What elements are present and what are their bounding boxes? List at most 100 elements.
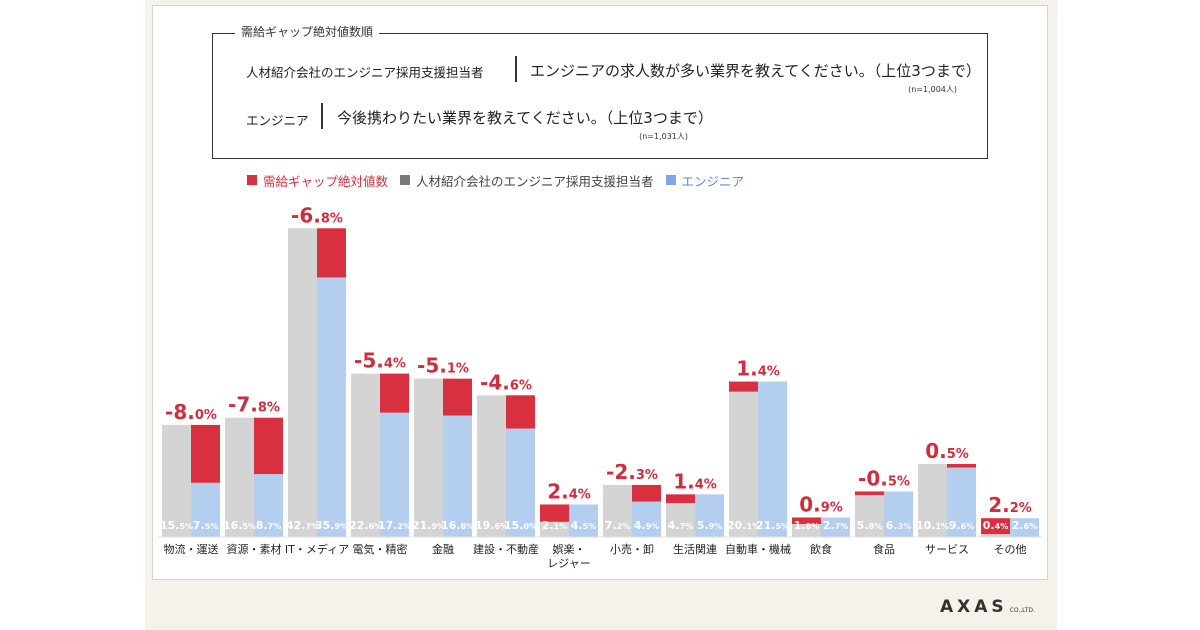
value-label-engineer: 5.9% bbox=[697, 519, 722, 532]
category-label: 金融 bbox=[432, 542, 454, 556]
value-label-recruiter: 21.9% bbox=[412, 519, 445, 532]
q1-question-text: エンジニアの求人数が多い業界を教えてください。（上位3つまで） bbox=[530, 62, 981, 80]
gap-label: 1.4% bbox=[673, 469, 717, 493]
bar-recruiter bbox=[351, 373, 380, 537]
bar-engineer bbox=[191, 482, 220, 537]
category-label: 飲食 bbox=[810, 542, 832, 556]
question-box bbox=[212, 33, 988, 159]
category-label: IT・メディア bbox=[285, 542, 349, 556]
logo-subtext: CO.,LTD. bbox=[1009, 607, 1035, 614]
bar-engineer bbox=[380, 412, 409, 537]
value-label-recruiter: 42.7% bbox=[286, 519, 319, 532]
bar-recruiter bbox=[414, 378, 443, 537]
bar-gap bbox=[981, 518, 1010, 535]
q2-separator bbox=[321, 103, 323, 129]
bar-engineer bbox=[695, 494, 724, 537]
gap-label: -2.3% bbox=[606, 460, 658, 484]
bar-recruiter bbox=[918, 463, 947, 537]
bar-gap bbox=[792, 517, 821, 524]
value-label-recruiter: 15.5% bbox=[160, 519, 193, 532]
gap-label: -8.0% bbox=[165, 400, 217, 424]
value-label-engineer: 21.5% bbox=[756, 519, 789, 532]
q1-sample-size: (n=1,004人) bbox=[908, 85, 957, 94]
category-label: 食品 bbox=[873, 542, 895, 556]
bar-gap bbox=[729, 381, 758, 392]
chart-legend: 需給ギャップ絶対値数 人材紹介会社のエンジニア採用支援担当者 エンジニア bbox=[247, 171, 756, 190]
bar-engineer bbox=[317, 277, 346, 537]
bar-gap bbox=[947, 463, 976, 468]
legend-label-gap: 需給ギャップ絶対値数 bbox=[263, 173, 389, 189]
company-logo: AXAS CO.,LTD. bbox=[940, 597, 1035, 617]
question-box-title: 需給ギャップ絶対値数順 bbox=[235, 23, 380, 40]
bar-engineer bbox=[443, 415, 472, 537]
category-label: 電気・精密 bbox=[353, 542, 408, 556]
bar-gap bbox=[254, 417, 283, 475]
bar-gap bbox=[666, 494, 695, 504]
bar-gap bbox=[855, 491, 884, 496]
q1-respondent-label: 人材紹介会社のエンジニア採用支援担当者 bbox=[246, 65, 484, 80]
bar-engineer bbox=[821, 517, 850, 537]
bar-recruiter bbox=[981, 534, 1010, 537]
bar-gap bbox=[380, 373, 409, 413]
value-label-recruiter: 0.4% bbox=[983, 519, 1008, 532]
legend-label-engineer: エンジニア bbox=[681, 173, 745, 189]
bar-engineer bbox=[569, 504, 598, 537]
logo-text: AXAS bbox=[940, 597, 1008, 617]
category-label: 小売・卸 bbox=[610, 542, 654, 556]
category-label: 建設・不動産 bbox=[473, 542, 539, 556]
value-label-engineer: 4.9% bbox=[634, 519, 659, 532]
value-label-recruiter: 4.7% bbox=[668, 519, 693, 532]
value-label-recruiter: 7.2% bbox=[605, 519, 630, 532]
legend-swatch-engineer bbox=[665, 175, 676, 185]
gap-label: 2.4% bbox=[547, 479, 591, 503]
value-label-engineer: 2.7% bbox=[823, 519, 848, 532]
legend-item-gap: 需給ギャップ絶対値数 bbox=[247, 171, 388, 190]
category-label: サービス bbox=[925, 543, 969, 556]
legend-item-recruiter: 人材紹介会社のエンジニア採用支援担当者 bbox=[400, 171, 654, 190]
value-label-recruiter: 22.6% bbox=[349, 519, 382, 532]
bar-recruiter bbox=[603, 484, 632, 537]
category-label: 自動車・機械 bbox=[725, 542, 791, 556]
value-label-recruiter: 10.1% bbox=[916, 519, 949, 532]
gap-label: -5.4% bbox=[354, 349, 406, 373]
bar-gap bbox=[317, 228, 346, 278]
category-label: その他 bbox=[994, 543, 1027, 556]
legend-swatch-recruiter bbox=[400, 175, 411, 185]
bar-engineer bbox=[632, 501, 661, 537]
q2-sample-size: (n=1,031人) bbox=[639, 132, 688, 141]
gap-label: 2.2% bbox=[988, 493, 1032, 517]
gap-label: -5.1% bbox=[417, 354, 469, 378]
gap-label: -6.8% bbox=[291, 203, 343, 227]
value-label-engineer: 9.6% bbox=[949, 519, 974, 532]
bar-engineer bbox=[884, 491, 913, 537]
bar-gap bbox=[540, 504, 569, 522]
value-label-recruiter: 19.6% bbox=[475, 519, 508, 532]
category-label: 物流・運送 bbox=[164, 542, 219, 556]
value-label-recruiter: 1.8% bbox=[794, 519, 819, 532]
category-label: 資源・素材 bbox=[227, 542, 282, 556]
legend-swatch-gap bbox=[247, 175, 257, 185]
bar-engineer bbox=[506, 428, 535, 537]
bar-recruiter bbox=[288, 228, 317, 538]
category-label: 娯楽・ bbox=[553, 542, 586, 556]
legend-item-engineer: エンジニア bbox=[665, 171, 745, 190]
bar-gap bbox=[443, 378, 472, 416]
value-label-recruiter: 20.1% bbox=[727, 519, 760, 532]
bar-recruiter bbox=[729, 391, 758, 537]
value-label-engineer: 17.2% bbox=[378, 519, 411, 532]
value-label-engineer: 35.9% bbox=[315, 519, 348, 532]
gap-label: -4.6% bbox=[480, 370, 532, 394]
value-label-engineer: 2.6% bbox=[1012, 519, 1037, 532]
q2-respondent-label: エンジニア bbox=[246, 113, 309, 128]
bar-engineer bbox=[758, 381, 787, 537]
bar-recruiter bbox=[792, 523, 821, 537]
bar-recruiter bbox=[666, 503, 695, 537]
bar-engineer bbox=[1010, 518, 1039, 537]
category-label: 生活関連 bbox=[673, 542, 717, 556]
bar-recruiter bbox=[540, 521, 569, 537]
bar-recruiter bbox=[225, 417, 254, 537]
gap-label: -0.5% bbox=[858, 466, 910, 490]
bar-recruiter bbox=[477, 395, 506, 537]
q2-question-text: 今後携わりたい業界を教えてください。（上位3つまで） bbox=[337, 109, 713, 127]
